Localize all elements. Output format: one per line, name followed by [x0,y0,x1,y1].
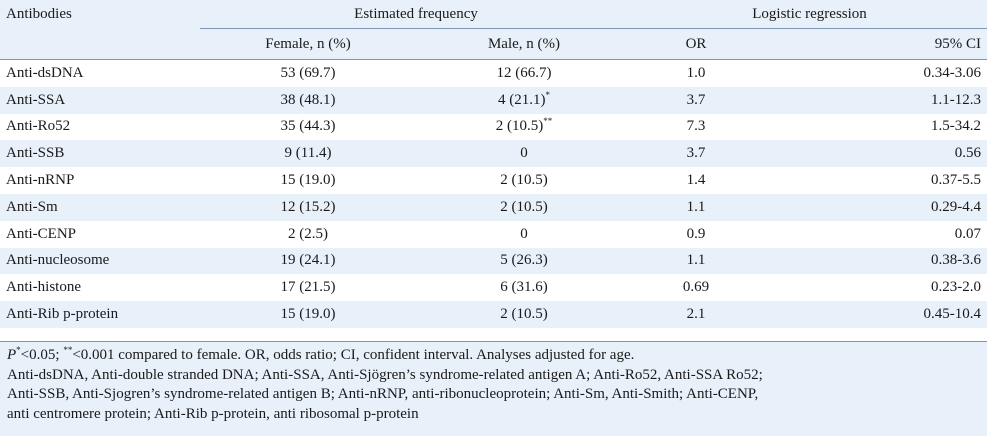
cell-ci: 0.38-3.6 [760,247,987,275]
cell-male-value: 5 (26.3) [500,252,548,269]
cell-male-value: 2 (10.5) [495,118,544,135]
cell-or: 1.1 [632,247,761,275]
cell-antibody: Anti-SSA [0,86,200,114]
cell-or: 1.4 [686,172,706,189]
cell-antibody: Anti-Ro52 [6,118,71,135]
cell-antibody: Anti-nucleosome [0,247,200,275]
cell-antibody: Anti-Sm [0,193,200,221]
table-row: Anti-SSB 9 (11.4) 0 3.7 0.56 [0,140,987,168]
footnote-mark-double: ** [63,345,73,355]
footnote-line-2: Anti-dsDNA, Anti-double stranded DNA; An… [7,366,763,383]
cell-antibody: Anti-histone [6,279,81,296]
cell-antibody: Anti-nRNP [6,172,75,189]
cell-male-value: 6 (31.6) [500,279,548,296]
cell-ci: 0.56 [760,140,987,168]
significance-mark: ** [543,116,553,127]
cell-male-value: 12 (66.7) [496,64,552,81]
footnote-line-1: P*<0.05; **<0.001 compared to female. OR… [7,346,980,366]
header-row-columns: Female, n (%) Male, n (%) OR 95% CI [0,28,987,60]
footnote-line-3: Anti-SSB, Anti-Sjogren’s syndrome-relate… [7,386,759,402]
table-row: Anti-Ro52 35 (44.3) 2 (10.5)** 7.3 1.5-34.2 [0,114,987,141]
antibody-frequency-table: Antibodies Estimated frequency Logistic … [0,0,987,328]
header-ci: 95% CI [760,28,987,60]
header-logistic-regression: Logistic regression [632,0,987,29]
cell-ci: 0.37-5.5 [931,172,982,189]
cell-male: 2 (10.5) [416,193,633,221]
cell-ci: 1.5-34.2 [931,118,982,135]
cell-ci: 0.45-10.4 [760,301,987,328]
cell-or: 1.1 [632,193,761,221]
table-body: Anti-dsDNA 53 (69.7) 12 (66.7) 1.0 0.34-3.06… [0,60,987,328]
header-antibodies: Antibodies [0,0,200,29]
cell-ci: 0.29-4.4 [760,193,987,221]
cell-or: 3.7 [632,86,761,114]
footnote-p-letter: P [7,347,17,363]
header-estimated-frequency: Estimated frequency [200,0,633,29]
header-logistic-regression-label: Logistic regression [752,5,867,22]
table-row: Anti-CENP 2 (2.5) 0 0.9 0.07 [0,221,987,248]
cell-male: 4 (21.1)* [416,86,633,114]
table-row: Anti-dsDNA 53 (69.7) 12 (66.7) 1.0 0.34-3.06 [0,60,987,87]
header-or: OR [632,28,761,60]
cell-male: 12 (66.7) [416,60,632,87]
cell-male: 6 (31.6) [416,274,632,301]
cell-antibody: Anti-dsDNA [6,64,84,81]
cell-male: 0 [416,140,633,168]
table-row: Anti-nRNP 15 (19.0) 2 (10.5) 1.4 0.37-5.5 [0,167,987,194]
footnote-line-1b: <0.001 compared to female. OR, odds rati… [72,347,635,363]
cell-or: 0.69 [682,279,710,296]
cell-male-value: 0 [520,225,528,242]
cell-male: 5 (26.3) [416,247,633,275]
cell-antibody: Anti-SSB [0,140,200,168]
cell-antibody: Anti-CENP [6,225,77,242]
header-blank [0,28,200,60]
table-row: Anti-nucleosome 19 (24.1) 5 (26.3) 1.1 0.38-… [0,247,987,275]
table-row: Anti-SSA 38 (48.1) 4 (21.1)* 3.7 1.1-12.3 [0,86,987,114]
header-row-groups: Antibodies Estimated frequency Logistic … [0,0,987,29]
cell-male: 2 (10.5) [416,167,632,194]
table-row: Anti-histone 17 (21.5) 6 (31.6) 0.69 0.23-2.… [0,274,987,301]
cell-ci: 0.23-2.0 [931,279,982,296]
header-male: Male, n (%) [416,28,633,60]
cell-male-value: 2 (10.5) [500,172,548,189]
cell-female: 12 (15.2) [200,193,416,221]
cell-male-value: 4 (21.1) [498,91,546,108]
cell-female: 38 (48.1) [200,86,416,114]
table-row: Anti-Sm 12 (15.2) 2 (10.5) 1.1 0.29-4.4 [0,193,987,221]
cell-ci: 0.34-3.06 [923,64,982,81]
cell-male: 0 [416,221,632,248]
cell-female: 53 (69.7) [280,64,336,81]
cell-ci: 0.07 [954,225,982,242]
cell-male-value: 2 (10.5) [500,306,548,323]
header-female: Female, n (%) [200,28,416,60]
cell-or: 1.0 [686,64,706,81]
footnote-line-4: anti centromere protein; Anti-Rib p-prot… [7,405,419,422]
cell-female: 17 (21.5) [280,279,336,296]
cell-male: 2 (10.5) [416,301,633,328]
cell-antibody: Anti-Rib p-protein [0,301,200,328]
cell-female: 15 (19.0) [280,172,336,189]
cell-male-value: 0 [520,145,528,162]
cell-or: 0.9 [686,225,706,242]
header-estimated-frequency-label: Estimated frequency [354,5,478,22]
cell-ci: 1.1-12.3 [760,86,987,114]
cell-female: 19 (24.1) [200,247,416,275]
cell-female: 35 (44.3) [280,118,336,135]
cell-female: 9 (11.4) [200,140,416,168]
footnote-mark-single: * [16,345,21,355]
cell-male: 2 (10.5)** [416,114,632,141]
cell-or: 3.7 [632,140,761,168]
footnote-line-1a: <0.05; [20,347,64,363]
cell-female: 15 (19.0) [200,301,416,328]
table-footnotes: P*<0.05; **<0.001 compared to female. OR… [0,341,987,436]
cell-or: 2.1 [632,301,761,328]
cell-male-value: 2 (10.5) [500,198,548,215]
significance-mark: * [545,89,551,100]
table-row: Anti-Rib p-protein 15 (19.0) 2 (10.5) 2.1 0.… [0,301,987,328]
cell-or: 7.3 [686,118,706,135]
cell-female: 2 (2.5) [288,225,328,242]
